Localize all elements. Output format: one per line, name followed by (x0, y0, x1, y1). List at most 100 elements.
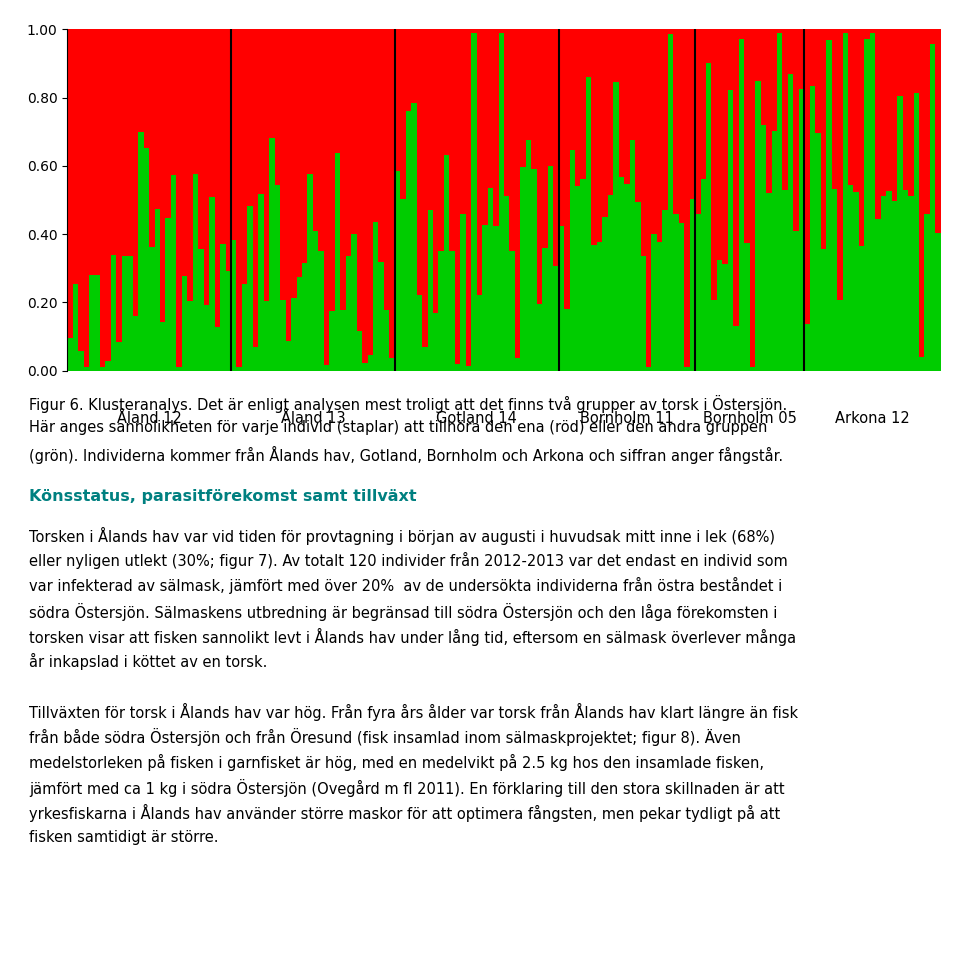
Bar (406, 111, 411, 370)
Bar (258, 29, 264, 193)
Bar (914, 29, 919, 93)
Bar (810, 29, 815, 86)
Bar (564, 29, 569, 309)
Bar (788, 74, 793, 370)
Bar (84, 29, 89, 367)
Bar (772, 29, 777, 132)
Bar (717, 29, 723, 259)
Bar (461, 214, 466, 370)
Bar (876, 29, 880, 219)
Bar (111, 29, 116, 255)
Bar (160, 29, 165, 322)
Bar (351, 234, 356, 370)
Bar (837, 299, 843, 370)
Bar (417, 29, 422, 294)
Bar (378, 29, 384, 262)
Bar (313, 29, 319, 231)
Bar (892, 201, 898, 370)
Bar (384, 29, 390, 310)
Bar (520, 168, 526, 370)
Bar (144, 148, 149, 370)
Bar (106, 361, 111, 370)
Bar (215, 328, 220, 370)
Bar (455, 364, 461, 370)
Bar (433, 313, 439, 370)
Bar (618, 176, 624, 370)
Bar (297, 277, 302, 370)
Bar (329, 311, 335, 370)
Bar (116, 29, 122, 341)
Bar (531, 29, 537, 169)
Bar (362, 363, 368, 370)
Bar (531, 169, 537, 370)
Bar (252, 347, 258, 370)
Bar (935, 233, 941, 370)
Bar (498, 29, 504, 32)
Bar (559, 226, 564, 370)
Bar (226, 29, 231, 270)
Bar (510, 251, 515, 370)
Bar (815, 29, 821, 133)
Bar (602, 29, 608, 217)
Bar (313, 231, 319, 370)
Bar (319, 29, 324, 251)
Bar (275, 185, 280, 370)
Bar (132, 316, 138, 370)
Bar (897, 29, 902, 97)
Bar (886, 29, 892, 191)
Bar (810, 86, 815, 371)
Bar (547, 167, 553, 370)
Bar (488, 29, 493, 188)
Bar (864, 39, 870, 370)
Bar (346, 29, 351, 256)
Bar (569, 29, 575, 150)
Bar (504, 29, 510, 196)
Bar (422, 29, 427, 346)
Bar (477, 295, 482, 370)
Bar (569, 150, 575, 370)
Bar (215, 29, 220, 328)
Bar (908, 29, 914, 196)
Bar (782, 29, 788, 190)
Bar (630, 140, 636, 370)
Bar (591, 246, 597, 370)
Bar (646, 29, 652, 367)
Bar (930, 29, 935, 44)
Bar (204, 29, 209, 305)
Text: Tillväxten för torsk i Ålands hav var hög. Från fyra års ålder var torsk från Ål: Tillväxten för torsk i Ålands hav var hö… (29, 703, 798, 721)
Bar (537, 304, 542, 370)
Bar (788, 29, 793, 74)
Bar (231, 29, 236, 240)
Bar (711, 29, 717, 299)
Bar (673, 29, 679, 214)
Bar (782, 190, 788, 370)
Bar (689, 29, 695, 199)
Bar (427, 210, 433, 370)
Bar (187, 29, 193, 301)
Bar (449, 252, 455, 370)
Bar (406, 29, 411, 111)
Bar (471, 32, 477, 370)
Bar (372, 29, 378, 222)
Text: torsken visar att fisken sannolikt levt i Ålands hav under lång tid, eftersom en: torsken visar att fisken sannolikt levt … (29, 628, 796, 645)
Bar (193, 174, 199, 370)
Bar (815, 133, 821, 370)
Bar (390, 29, 395, 359)
Bar (526, 139, 531, 370)
Text: Torsken i Ålands hav var vid tiden för provtagning i början av augusti i huvudsa: Torsken i Ålands hav var vid tiden för p… (29, 526, 775, 544)
Bar (94, 276, 100, 370)
Bar (209, 29, 215, 197)
Bar (930, 44, 935, 370)
Bar (657, 242, 662, 370)
Bar (744, 243, 750, 370)
Bar (733, 327, 739, 370)
Bar (111, 255, 116, 370)
Bar (165, 218, 171, 370)
Bar (646, 367, 652, 370)
Bar (477, 29, 482, 295)
Bar (772, 132, 777, 370)
Bar (756, 81, 760, 370)
Bar (466, 29, 471, 367)
Bar (384, 310, 390, 370)
Bar (236, 367, 242, 370)
